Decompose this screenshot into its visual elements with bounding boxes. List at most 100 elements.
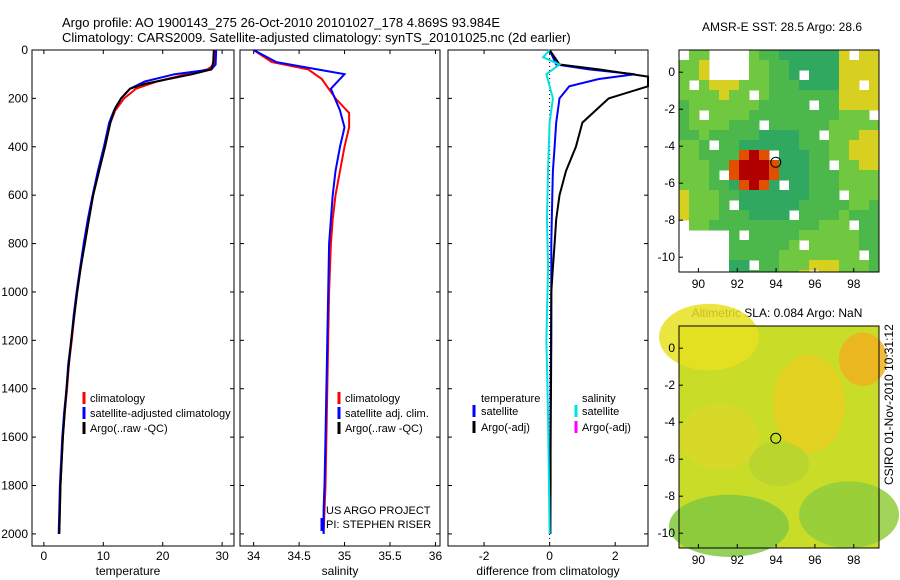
sst-cell [769, 110, 780, 121]
sst-cell [859, 50, 870, 61]
sst-cell [729, 150, 740, 161]
sst-cell [719, 220, 730, 231]
title-line-2: Climatology: CARS2009. Satellite-adjuste… [62, 30, 571, 45]
sst-cell [829, 70, 840, 81]
sst-cell [689, 90, 700, 101]
sst-cell [819, 170, 830, 181]
sst-cell [689, 130, 700, 141]
sst-cell [809, 50, 820, 61]
sst-cell [689, 160, 700, 171]
sst-cell [789, 240, 800, 251]
sst-cell [869, 270, 880, 273]
sst-cell [789, 160, 800, 171]
sst-cell [729, 170, 740, 181]
sst-cell [819, 70, 830, 81]
legend-label-satellite: satellite-adjusted climatology [90, 408, 231, 420]
legend-label-climatology: climatology [90, 393, 146, 405]
sst-cell [869, 140, 880, 151]
sst-cell [779, 70, 790, 81]
sst-cell [749, 80, 760, 91]
sst-cell [869, 240, 880, 251]
sst-cell [739, 120, 750, 131]
sst-map-xtick-label: 92 [731, 277, 745, 291]
sst-cell [739, 160, 750, 171]
salinity-xtick-label: 34 [247, 549, 261, 563]
sst-cell [709, 160, 720, 171]
credit-line-1: US ARGO PROJECT [326, 505, 431, 517]
sst-cell [799, 80, 810, 91]
sst-cell [849, 240, 860, 251]
legend-label-argo: Argo(..raw -QC) [90, 423, 168, 435]
sst-cell [689, 200, 700, 211]
sst-cell [809, 120, 820, 131]
sst-cell [709, 200, 720, 211]
sst-cell [869, 50, 880, 61]
sst-cell [749, 270, 760, 273]
sst-cell [839, 210, 850, 221]
sst-cell [789, 80, 800, 91]
sst-cell [849, 130, 860, 141]
sst-cell [839, 90, 850, 101]
sst-cell [789, 140, 800, 151]
sst-cell [709, 100, 720, 111]
sst-cell [799, 230, 810, 241]
sst-cell [709, 110, 720, 121]
sst-cell [779, 200, 790, 211]
sst-cell [849, 80, 860, 91]
sst-cell [809, 110, 820, 121]
sst-cell [819, 250, 830, 261]
sst-cell [829, 250, 840, 261]
sst-cell [729, 90, 740, 101]
sst-map-xtick-label: 90 [692, 277, 706, 291]
sst-cell [729, 190, 740, 201]
sst-cell [859, 220, 870, 231]
salinity-xtick-label: 35 [338, 549, 352, 563]
legend-label-argo: Argo(..raw -QC) [345, 423, 423, 435]
sst-cell [749, 210, 760, 221]
sst-cell [769, 270, 780, 273]
sst-cell [679, 180, 690, 191]
sst-cell [739, 170, 750, 181]
sst-cell [719, 210, 730, 221]
sst-cell [699, 220, 710, 231]
sst-cell [749, 150, 760, 161]
sst-cell [749, 220, 760, 231]
sst-cell [689, 140, 700, 151]
sst-cell [699, 210, 710, 221]
difference-xlabel: difference from climatology [476, 564, 619, 578]
sst-cell [769, 250, 780, 261]
sst-cell [789, 60, 800, 71]
sst-cell [759, 60, 770, 71]
sst-cell [719, 160, 730, 171]
sla-map-xtick-label: 98 [847, 553, 861, 567]
sst-cell [789, 230, 800, 241]
depth-tick-label: 1600 [1, 430, 28, 444]
sst-cell [869, 170, 880, 181]
sst-cell [819, 110, 830, 121]
sst-cell [789, 110, 800, 121]
sst-cell [849, 200, 860, 211]
sst-cell [859, 70, 870, 81]
sla-map-xtick-label: 92 [731, 553, 745, 567]
sst-cell [789, 190, 800, 201]
sst-cell [769, 190, 780, 201]
sst-cell [869, 180, 880, 191]
sst-cell [709, 180, 720, 191]
sst-cell [709, 120, 720, 131]
legend-label-satellite: satellite adj. clim. [345, 408, 429, 420]
sst-cell [809, 250, 820, 261]
sst-cell [689, 190, 700, 201]
sst-cell [739, 190, 750, 201]
sst-cell [699, 190, 710, 201]
sst-cell [829, 220, 840, 231]
sst-cell [779, 240, 790, 251]
sst-cell [839, 80, 850, 91]
sst-cell [729, 120, 740, 131]
sst-cell [739, 270, 750, 273]
sla-map-frame [678, 325, 880, 549]
sst-cell [839, 240, 850, 251]
sla-field-patch [799, 481, 899, 548]
sst-cell [679, 110, 690, 121]
depth-tick-label: 2000 [1, 527, 28, 541]
sst-cell [679, 130, 690, 141]
